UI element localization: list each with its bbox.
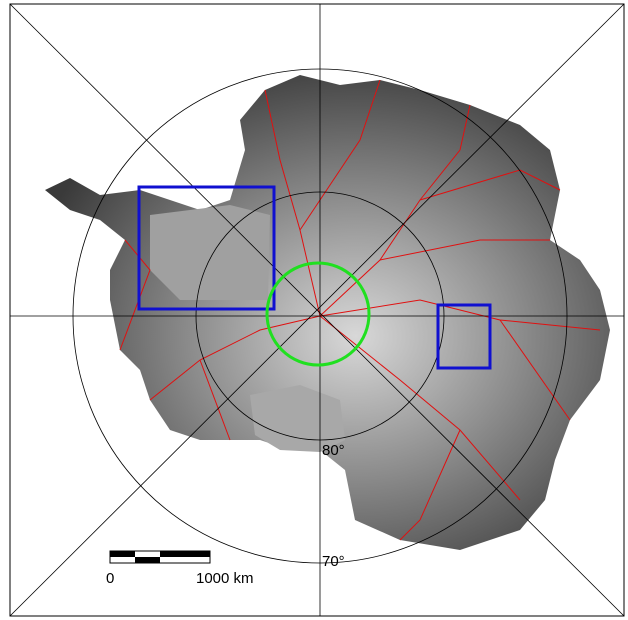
latitude-label: 80° [322, 442, 345, 459]
divide [264, 89, 321, 317]
divide [119, 239, 151, 351]
divide [199, 359, 231, 441]
parallel-70 [72, 68, 568, 564]
continent [45, 75, 610, 550]
scale-label: 0 [106, 570, 114, 587]
scale-label: 1000 km [196, 570, 254, 587]
ross-ice-shelf [250, 385, 345, 452]
pole-hole [265, 261, 371, 367]
divide [379, 239, 550, 261]
divide [419, 169, 561, 201]
graticule [9, 3, 625, 617]
divide [399, 429, 461, 541]
ronne-ice-shelf [150, 205, 270, 300]
latitude-label: 70° [322, 553, 345, 570]
divide [319, 315, 521, 501]
scale-segment [135, 557, 160, 563]
meridian [9, 3, 625, 617]
study-area [137, 185, 276, 311]
scale-bar: 0 1000 km [106, 550, 254, 587]
scale-segment [160, 551, 210, 557]
divide [149, 315, 321, 401]
scale-segment [110, 551, 135, 557]
study-area [436, 303, 492, 370]
parallel-80 [195, 191, 445, 441]
divide [499, 319, 571, 421]
